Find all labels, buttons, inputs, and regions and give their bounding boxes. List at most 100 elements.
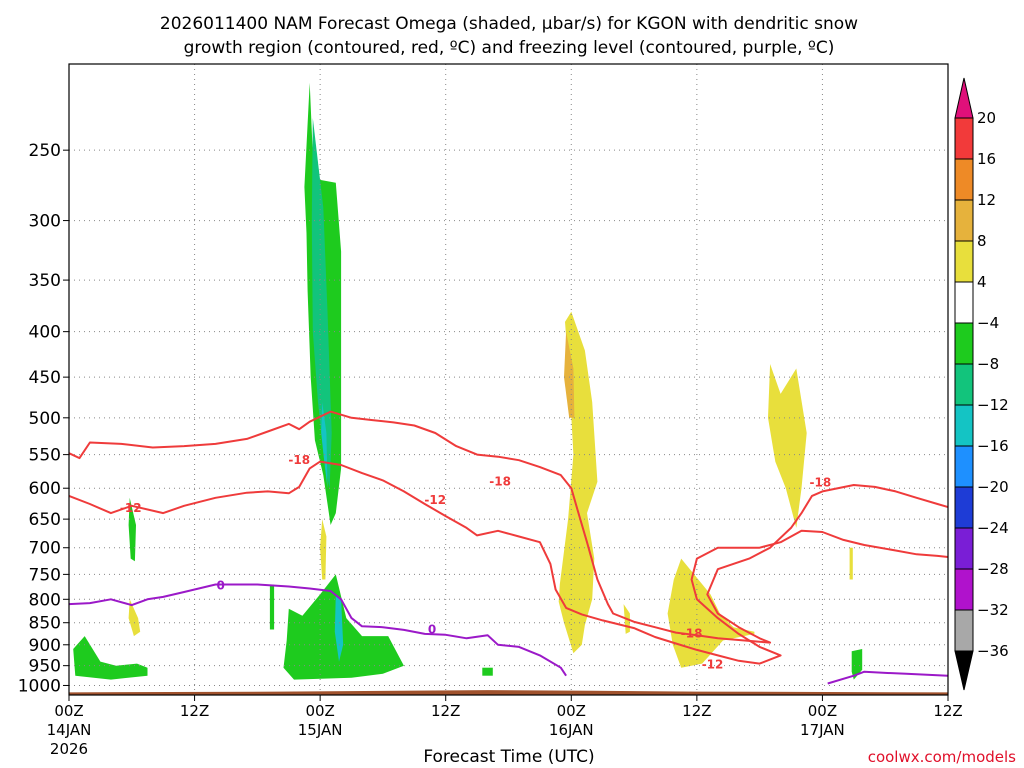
x-tick-label-7: 12Z [933, 702, 962, 720]
sinking-area-2 [321, 402, 328, 489]
y-tick-label-10: 750 [29, 565, 61, 585]
colorbar-level-label-12: −32 [977, 601, 1009, 619]
chart-title-line-2: growth region (contoured, red, ºC) and f… [184, 38, 835, 58]
y-tick-label-4: 450 [29, 368, 61, 388]
y-tick-label-0: 250 [29, 141, 61, 161]
y-tick-label-1: 300 [29, 212, 61, 232]
colorbar-bin-3 [954, 240, 974, 283]
contour-label-7: 0 [217, 579, 225, 593]
rising-area-1 [564, 331, 575, 418]
contour--12-1 [68, 460, 949, 665]
colorbar-level-label-11: −28 [977, 560, 1009, 578]
colorbar-bin-4 [954, 281, 974, 324]
x-axis-label: Forecast Time (UTC) [423, 747, 594, 767]
contour-label-5: -12 [702, 658, 724, 672]
colorbar-bin-9 [954, 486, 974, 529]
omega-shading [73, 82, 863, 680]
rising-area-6 [320, 519, 327, 580]
colorbar-level-label-8: −16 [977, 437, 1009, 455]
terrain-fill [69, 690, 948, 695]
x-tick-date-0: 14JAN [47, 721, 92, 739]
chart-title-line-1: 2026011400 NAM Forecast Omega (shaded, μ… [160, 14, 858, 34]
y-tick-label-13: 900 [29, 636, 61, 656]
colorbar-level-label-0: 20 [977, 109, 996, 127]
y-tick-label-6: 550 [29, 446, 61, 466]
x-tick-year-0: 2026 [50, 740, 88, 758]
sinking-area-1 [311, 118, 332, 489]
colorbar-level-label-9: −20 [977, 478, 1009, 496]
colorbar-bottom-arrow [954, 650, 974, 691]
colorbar-bin-11 [954, 568, 974, 611]
contour-0-3 [827, 670, 949, 685]
x-tick-date-6: 17JAN [800, 721, 845, 739]
x-tick-label-5: 12Z [682, 702, 711, 720]
sinking-area-3 [73, 636, 148, 680]
y-axis: 2503003504004505005506006507007508008509… [18, 141, 69, 696]
y-tick-label-15: 1000 [18, 676, 61, 696]
colorbar-bin-12 [954, 609, 974, 652]
y-tick-label-14: 950 [29, 657, 61, 677]
plot-area: -18 -12 -12 -18 -18 -12 -18 0 0 [68, 63, 949, 696]
grid-lines [69, 64, 949, 695]
y-tick-label-2: 350 [29, 271, 61, 291]
contour-label-2: -12 [424, 493, 446, 507]
contour-0-2 [68, 583, 567, 677]
colorbar-bin-2 [954, 199, 974, 242]
contour--18-0 [68, 410, 949, 644]
colorbar-level-label-7: −12 [977, 396, 1009, 414]
contour-lines [68, 410, 949, 685]
x-tick-label-1: 12Z [180, 702, 209, 720]
y-tick-label-8: 650 [29, 510, 61, 530]
colorbar-bin-10 [954, 527, 974, 570]
sinking-area-4 [128, 497, 136, 562]
sinking-area-9 [851, 649, 863, 680]
sinking-area-6 [334, 594, 344, 662]
y-tick-label-3: 400 [29, 323, 61, 343]
contour-label-3: -18 [489, 474, 511, 488]
contour-label-8: 0 [428, 623, 436, 637]
rising-area-4 [128, 599, 141, 637]
credit-text: coolwx.com/models [868, 748, 1016, 766]
contour-label-4: -18 [681, 627, 703, 641]
colorbar-bin-5 [954, 322, 974, 365]
colorbar-bin-7 [954, 404, 974, 447]
y-tick-label-12: 850 [29, 614, 61, 634]
y-tick-label-5: 500 [29, 409, 61, 429]
colorbar-top-arrow [954, 77, 974, 119]
contour-label-1: -12 [120, 501, 142, 515]
colorbar-level-label-2: 12 [977, 191, 996, 209]
colorbar: 20 16 12 8 4 −4 −8 −12 −16 −20 −24 −28 −32 −36 [954, 77, 1009, 691]
plot-frame [68, 63, 949, 696]
y-tick-label-9: 700 [29, 539, 61, 559]
colorbar-level-label-6: −8 [977, 355, 999, 373]
y-tick-label-7: 600 [29, 479, 61, 499]
rising-area-3 [768, 364, 807, 528]
contour-label-0: -18 [288, 453, 310, 467]
y-tick-label-11: 800 [29, 590, 61, 610]
contour-label-6: -18 [809, 476, 831, 490]
colorbar-level-label-1: 16 [977, 150, 996, 168]
rising-area-0 [558, 311, 598, 654]
x-tick-date-2: 15JAN [298, 721, 343, 739]
colorbar-level-label-5: −4 [977, 314, 999, 332]
colorbar-bin-8 [954, 445, 974, 488]
x-tick-label-0: 00Z [54, 702, 83, 720]
x-tick-label-2: 00Z [305, 702, 334, 720]
colorbar-bin-6 [954, 363, 974, 406]
x-tick-label-4: 00Z [557, 702, 586, 720]
contour-labels: -18 -12 -12 -18 -18 -12 -18 0 0 [120, 453, 831, 672]
colorbar-level-label-10: −24 [977, 519, 1009, 537]
terrain-polygon [69, 690, 948, 695]
sinking-area-5 [283, 574, 404, 680]
sinking-area-7 [482, 667, 493, 676]
colorbar-level-label-3: 8 [977, 232, 987, 250]
colorbar-bin-1 [954, 158, 974, 201]
x-tick-label-3: 12Z [431, 702, 460, 720]
colorbar-level-label-4: 4 [977, 273, 987, 291]
x-tick-label-6: 00Z [808, 702, 837, 720]
colorbar-level-label-13: −36 [977, 642, 1009, 660]
x-tick-date-4: 16JAN [549, 721, 594, 739]
colorbar-bin-0 [954, 117, 974, 160]
